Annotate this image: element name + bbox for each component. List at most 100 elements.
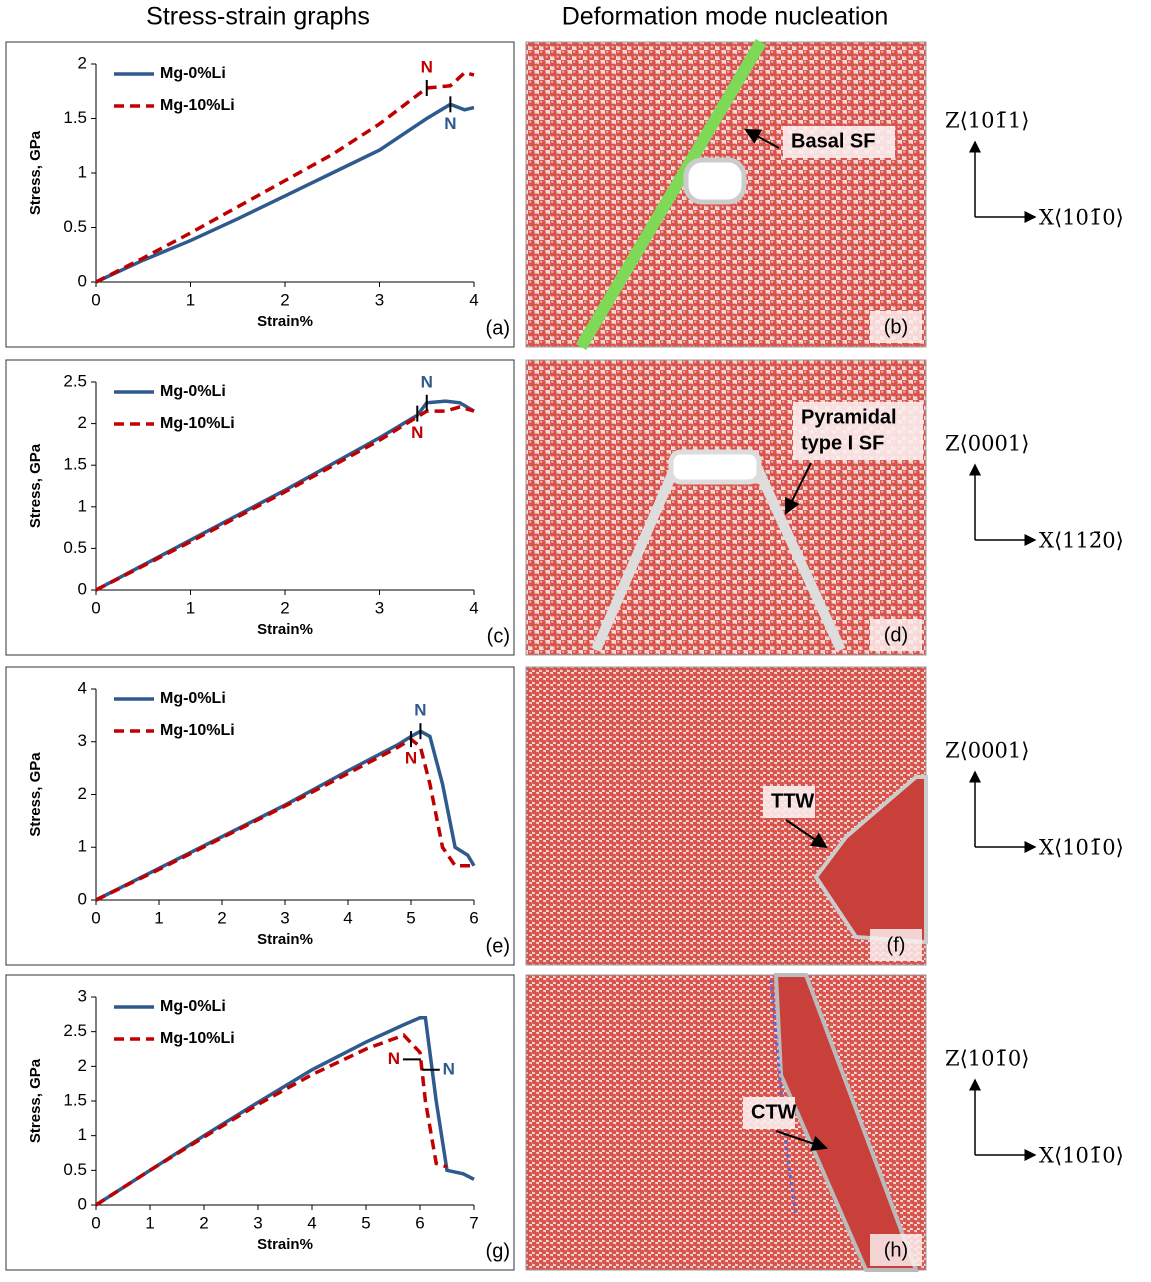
panel-label: (g) xyxy=(486,1240,510,1262)
y-tick-label: 2 xyxy=(78,413,87,432)
y-tick-label: 3 xyxy=(78,731,87,750)
legend-label: Mg-10%Li xyxy=(160,1030,235,1047)
y-tick-label: 1 xyxy=(78,1125,87,1144)
x-tick-label: 1 xyxy=(145,1213,154,1232)
x-tick-label: 0 xyxy=(91,1213,100,1232)
y-tick-label: 2.5 xyxy=(63,1021,87,1040)
stacking-fault xyxy=(575,38,767,351)
callout-text: CTW xyxy=(751,1101,797,1123)
y-tick-label: 0 xyxy=(78,889,87,908)
y-tick-label: 0 xyxy=(78,1194,87,1213)
x-axis-label: Strain% xyxy=(257,1236,313,1253)
x-tick-label: 2 xyxy=(199,1213,208,1232)
twin-region xyxy=(813,775,928,945)
label-bg xyxy=(870,1234,922,1266)
y-tick-label: 2 xyxy=(78,53,87,72)
annotation: N xyxy=(405,749,417,768)
column-header: Stress-strain graphs xyxy=(146,3,370,31)
y-axis-label: Stress, GPa xyxy=(27,443,44,528)
x-tick-label: 5 xyxy=(406,908,415,927)
annotation: N xyxy=(421,372,433,391)
y-tick-label: 2 xyxy=(78,1056,87,1075)
label-bg xyxy=(870,311,922,343)
x-tick-label: 1 xyxy=(186,598,195,617)
callout-text: type I SF xyxy=(801,432,884,454)
y-tick-label: 1.5 xyxy=(63,1090,87,1109)
y-tick-label: 2.5 xyxy=(63,371,87,390)
callout-bg xyxy=(783,126,895,158)
legend-label: Mg-0%Li xyxy=(160,690,226,707)
x-axis-label: Strain% xyxy=(257,621,313,638)
atomistic-image: Pyramidal type I SF (d) xyxy=(525,359,927,656)
panel-label: (h) xyxy=(884,1239,908,1261)
x-tick-label: 6 xyxy=(415,1213,424,1232)
x-axis-label: Strain% xyxy=(257,931,313,948)
callout-bg xyxy=(763,786,815,818)
y-tick-label: 3 xyxy=(78,986,87,1005)
x-tick-label: 5 xyxy=(361,1213,370,1232)
y-tick-label: 2 xyxy=(78,784,87,803)
callout-text: Pyramidal xyxy=(801,406,897,428)
x-tick-label: 3 xyxy=(253,1213,262,1232)
annotation: N xyxy=(421,57,433,76)
x-tick-label: 4 xyxy=(307,1213,316,1232)
twin-boundary xyxy=(769,979,798,1216)
y-tick-label: 4 xyxy=(78,678,87,697)
legend-label: Mg-10%Li xyxy=(160,415,235,432)
y-tick-label: 1 xyxy=(78,837,87,856)
legend-label: Mg-0%Li xyxy=(160,65,226,82)
twin-region xyxy=(773,973,919,1272)
y-tick-label: 0.5 xyxy=(63,538,87,557)
callout-arrow xyxy=(775,1130,828,1152)
panel-label: (d) xyxy=(884,624,908,646)
series-line xyxy=(95,1033,448,1207)
series-line xyxy=(95,70,475,284)
legend-label: Mg-0%Li xyxy=(160,383,226,400)
label-bg xyxy=(870,619,922,651)
x-tick-label: 2 xyxy=(217,908,226,927)
callout-text: TTW xyxy=(771,790,814,812)
x-tick-label: 1 xyxy=(154,908,163,927)
x-tick-label: 2 xyxy=(280,290,289,309)
y-tick-label: 1.5 xyxy=(63,455,87,474)
legend-label: Mg-0%Li xyxy=(160,998,226,1015)
x-tick-label: 4 xyxy=(343,908,352,927)
callout-bg xyxy=(743,1097,795,1129)
series-line xyxy=(95,405,475,592)
x-axis-label: Strain% xyxy=(257,313,313,330)
column-header: Deformation mode nucleation xyxy=(562,3,889,31)
x-tick-label: 3 xyxy=(375,290,384,309)
y-axis-label: Stress, GPa xyxy=(27,1058,44,1143)
annotation: N xyxy=(388,1049,400,1068)
x-tick-label: 6 xyxy=(469,908,478,927)
x-tick-label: 7 xyxy=(469,1213,478,1232)
legend-label: Mg-10%Li xyxy=(160,722,235,739)
atomistic-image: TTW (f) xyxy=(525,666,928,966)
x-tick-label: 4 xyxy=(469,598,478,617)
y-tick-label: 0 xyxy=(78,579,87,598)
image-bg xyxy=(525,666,927,966)
panel-label: (a) xyxy=(486,317,510,339)
annotation: N xyxy=(411,423,423,442)
panel-label: (c) xyxy=(487,625,510,647)
orientation-label: Z⟨0001⟩ xyxy=(945,739,1029,763)
x-tick-label: 3 xyxy=(280,908,289,927)
orientation-label: X⟨101̄0⟩ xyxy=(1039,206,1124,230)
annotation: N xyxy=(444,114,456,133)
x-tick-label: 3 xyxy=(375,598,384,617)
callout-arrow xyxy=(744,129,780,149)
x-tick-label: 0 xyxy=(91,598,100,617)
y-tick-label: 0 xyxy=(78,271,87,290)
callout-arrow xyxy=(785,462,812,515)
series-line xyxy=(95,102,475,284)
y-axis-label: Stress, GPa xyxy=(27,752,44,837)
annotation: N xyxy=(443,1059,455,1078)
x-tick-label: 4 xyxy=(469,290,478,309)
dislocation-loop xyxy=(683,157,747,205)
atomistic-image: CTW (h) xyxy=(525,973,927,1272)
callout-text: Basal SF xyxy=(791,130,875,152)
y-tick-label: 1.5 xyxy=(63,108,87,127)
orientation-label: X⟨101̄0⟩ xyxy=(1039,1144,1124,1168)
label-bg xyxy=(870,929,922,961)
